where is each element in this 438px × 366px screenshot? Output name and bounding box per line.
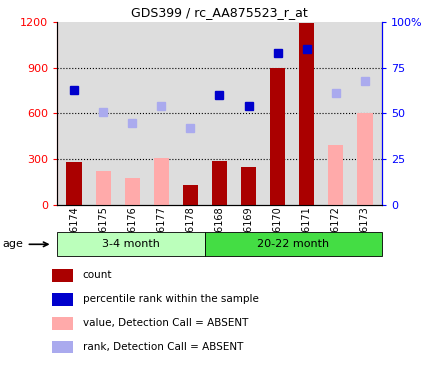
Bar — [52, 341, 73, 354]
Bar — [211, 161, 227, 205]
Bar — [356, 113, 372, 205]
Bar — [298, 23, 314, 205]
Text: percentile rank within the sample: percentile rank within the sample — [82, 294, 258, 304]
Bar — [66, 162, 82, 205]
Bar — [153, 158, 169, 205]
Bar — [52, 269, 73, 282]
Bar — [204, 232, 381, 256]
Text: rank, Detection Call = ABSENT: rank, Detection Call = ABSENT — [82, 341, 242, 351]
Bar — [52, 317, 73, 330]
Bar — [240, 167, 256, 205]
Text: count: count — [82, 270, 112, 280]
Bar — [52, 293, 73, 306]
Bar — [95, 171, 111, 205]
Text: 20-22 month: 20-22 month — [257, 239, 328, 249]
Bar — [124, 178, 140, 205]
Bar — [182, 185, 198, 205]
Bar — [327, 146, 343, 205]
Text: 3-4 month: 3-4 month — [102, 239, 159, 249]
Bar — [269, 68, 285, 205]
Title: GDS399 / rc_AA875523_r_at: GDS399 / rc_AA875523_r_at — [131, 6, 307, 19]
Text: age: age — [3, 239, 48, 249]
Text: value, Detection Call = ABSENT: value, Detection Call = ABSENT — [82, 318, 247, 328]
Bar — [57, 232, 204, 256]
